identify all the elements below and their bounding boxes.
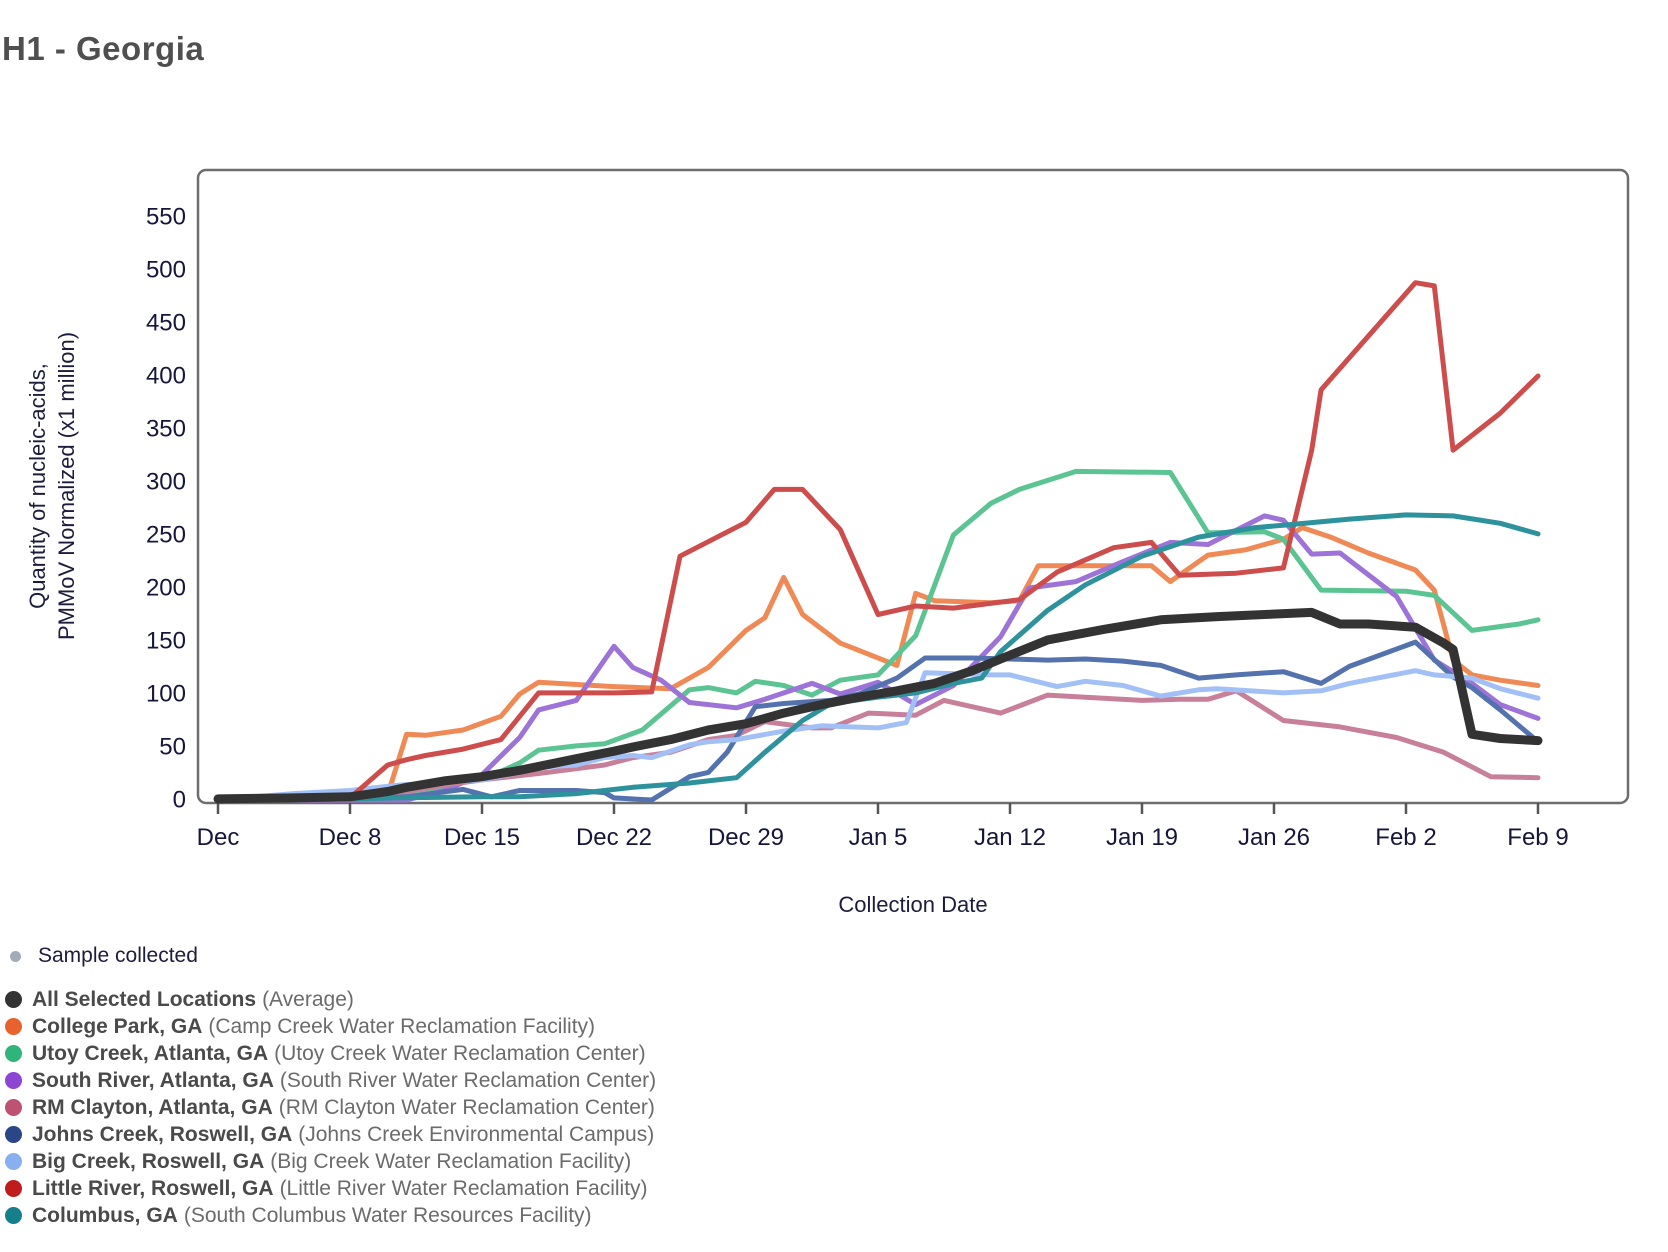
y-tick-label: 100 xyxy=(146,681,186,708)
legend-item-name: Johns Creek, Roswell, GA xyxy=(32,1122,293,1146)
legend-item-little-river-roswell-ga: Little River, Roswell, GA (Little River W… xyxy=(0,1175,648,1202)
line-chart: 0 50 100 150 200 250 300 350 400 450 500 550 Dec Dec … xyxy=(146,168,1630,851)
y-tick-label: 200 xyxy=(146,575,186,602)
legend-item-rm-clayton-atlanta-ga: RM Clayton, Atlanta, GA (RM Clayton Water… xyxy=(0,1094,655,1121)
legend-dot-utoy-creek-atlanta-ga-icon xyxy=(5,1045,22,1062)
legend-item-detail: (Little River Water Reclamation Facility… xyxy=(279,1176,648,1200)
legend-item-name: South River, Atlanta, GA xyxy=(32,1068,274,1092)
y-axis-title-line1: Quantity of nucleic-acids, xyxy=(25,363,50,609)
y-tick-label: 50 xyxy=(159,734,186,761)
y-tick-label: 400 xyxy=(146,363,186,390)
legend-item-all-selected-locations: All Selected Locations (Average) xyxy=(0,986,354,1013)
series-line-little-river-roswell-ga xyxy=(215,280,1541,803)
y-tick-label: 250 xyxy=(146,522,186,549)
legend-item-johns-creek-roswell-ga: Johns Creek, Roswell, GA (Johns Creek Env… xyxy=(0,1121,654,1148)
legend-dot-all-selected-locations-icon xyxy=(5,991,22,1008)
x-tick-label: Dec 29 xyxy=(708,824,784,851)
legend-item-columbus-ga: Columbus, GA (South Columbus Water Resour… xyxy=(0,1202,592,1229)
y-tick-label: 350 xyxy=(146,416,186,443)
x-tick-label: Dec 15 xyxy=(444,824,520,851)
plot-frame xyxy=(196,168,1630,805)
x-tick-label: Jan 19 xyxy=(1106,824,1178,851)
x-tick-label: Jan 26 xyxy=(1238,824,1310,851)
series-line-rm-clayton-atlanta-ga xyxy=(215,688,1541,803)
legend-item-detail: (Camp Creek Water Reclamation Facility) xyxy=(208,1014,596,1038)
legend-item-name: Big Creek, Roswell, GA xyxy=(32,1149,265,1173)
legend-item-detail: (South Columbus Water Resources Facility… xyxy=(183,1203,592,1227)
x-tick-label: Feb 9 xyxy=(1507,824,1568,851)
page-title: H1 - Georgia xyxy=(2,30,205,67)
y-axis-title: Quantity of nucleic-acids, PMMoV Normali… xyxy=(23,332,81,640)
legend-dot-little-river-roswell-ga-icon xyxy=(5,1180,22,1197)
legend-item-name: Utoy Creek, Atlanta, GA xyxy=(32,1041,269,1065)
x-tick-label: Dec 8 xyxy=(319,824,382,851)
legend-dot-college-park-ga-icon xyxy=(5,1018,22,1035)
legend-item-name: RM Clayton, Atlanta, GA xyxy=(32,1095,273,1119)
legend-item-name: Columbus, GA xyxy=(32,1203,178,1227)
x-tick-label: Feb 2 xyxy=(1375,824,1436,851)
legend-sample-collected: Sample collected xyxy=(0,944,198,968)
sample-collected-dot-icon xyxy=(10,950,21,962)
legend-item-detail: (South River Water Reclamation Center) xyxy=(279,1068,657,1092)
x-tick-label: Dec 22 xyxy=(576,824,652,851)
legend-item-detail: (Johns Creek Environmental Campus) xyxy=(298,1122,655,1146)
y-tick-label: 300 xyxy=(146,469,186,496)
legend-item-name: All Selected Locations xyxy=(32,987,257,1011)
y-tick-label: 500 xyxy=(146,257,186,284)
x-axis-title: Collection Date xyxy=(838,892,988,917)
legend-item-detail: (Utoy Creek Water Reclamation Center) xyxy=(274,1041,646,1065)
y-tick-label: 150 xyxy=(146,628,186,655)
legend-dot-johns-creek-roswell-ga-icon xyxy=(5,1126,22,1143)
series-line-all-selected-locations xyxy=(213,607,1543,804)
y-axis-title-line2: PMMoV Normalized (x1 million) xyxy=(54,331,79,641)
y-tick-label: 550 xyxy=(146,204,186,231)
legend-item-name: College Park, GA xyxy=(32,1014,203,1038)
series-line-utoy-creek-atlanta-ga xyxy=(215,468,1541,803)
legend-item-detail: (Average) xyxy=(262,987,354,1011)
legend-item-south-river-atlanta-ga: South River, Atlanta, GA (South River Wat… xyxy=(0,1067,656,1094)
legend-item-college-park-ga: College Park, GA (Camp Creek Water Reclam… xyxy=(0,1013,595,1040)
legend-dot-south-river-atlanta-ga-icon xyxy=(5,1072,22,1089)
legend-item-big-creek-roswell-ga: Big Creek, Roswell, GA (Big Creek Water R… xyxy=(0,1148,631,1175)
legend-item-name: Little River, Roswell, GA xyxy=(32,1176,274,1200)
y-tick-label: 450 xyxy=(146,310,186,337)
legend-item-utoy-creek-atlanta-ga: Utoy Creek, Atlanta, GA (Utoy Creek Water… xyxy=(0,1040,646,1067)
legend-item-detail: (RM Clayton Water Reclamation Center) xyxy=(278,1095,655,1119)
legend-dot-rm-clayton-atlanta-ga-icon xyxy=(5,1099,22,1116)
x-tick-label: Dec xyxy=(197,824,240,851)
series-line-johns-creek-roswell-ga xyxy=(215,639,1541,803)
series-line-college-park-ga xyxy=(215,525,1541,803)
y-tick-label: 0 xyxy=(173,787,186,814)
x-tick-label: Jan 5 xyxy=(849,824,908,851)
x-tick-label: Jan 12 xyxy=(974,824,1046,851)
legend-dot-big-creek-roswell-ga-icon xyxy=(5,1153,22,1170)
sample-collected-label: Sample collected xyxy=(38,944,198,967)
legend-item-detail: (Big Creek Water Reclamation Facility) xyxy=(270,1149,632,1173)
legend-dot-columbus-ga-icon xyxy=(5,1207,22,1224)
